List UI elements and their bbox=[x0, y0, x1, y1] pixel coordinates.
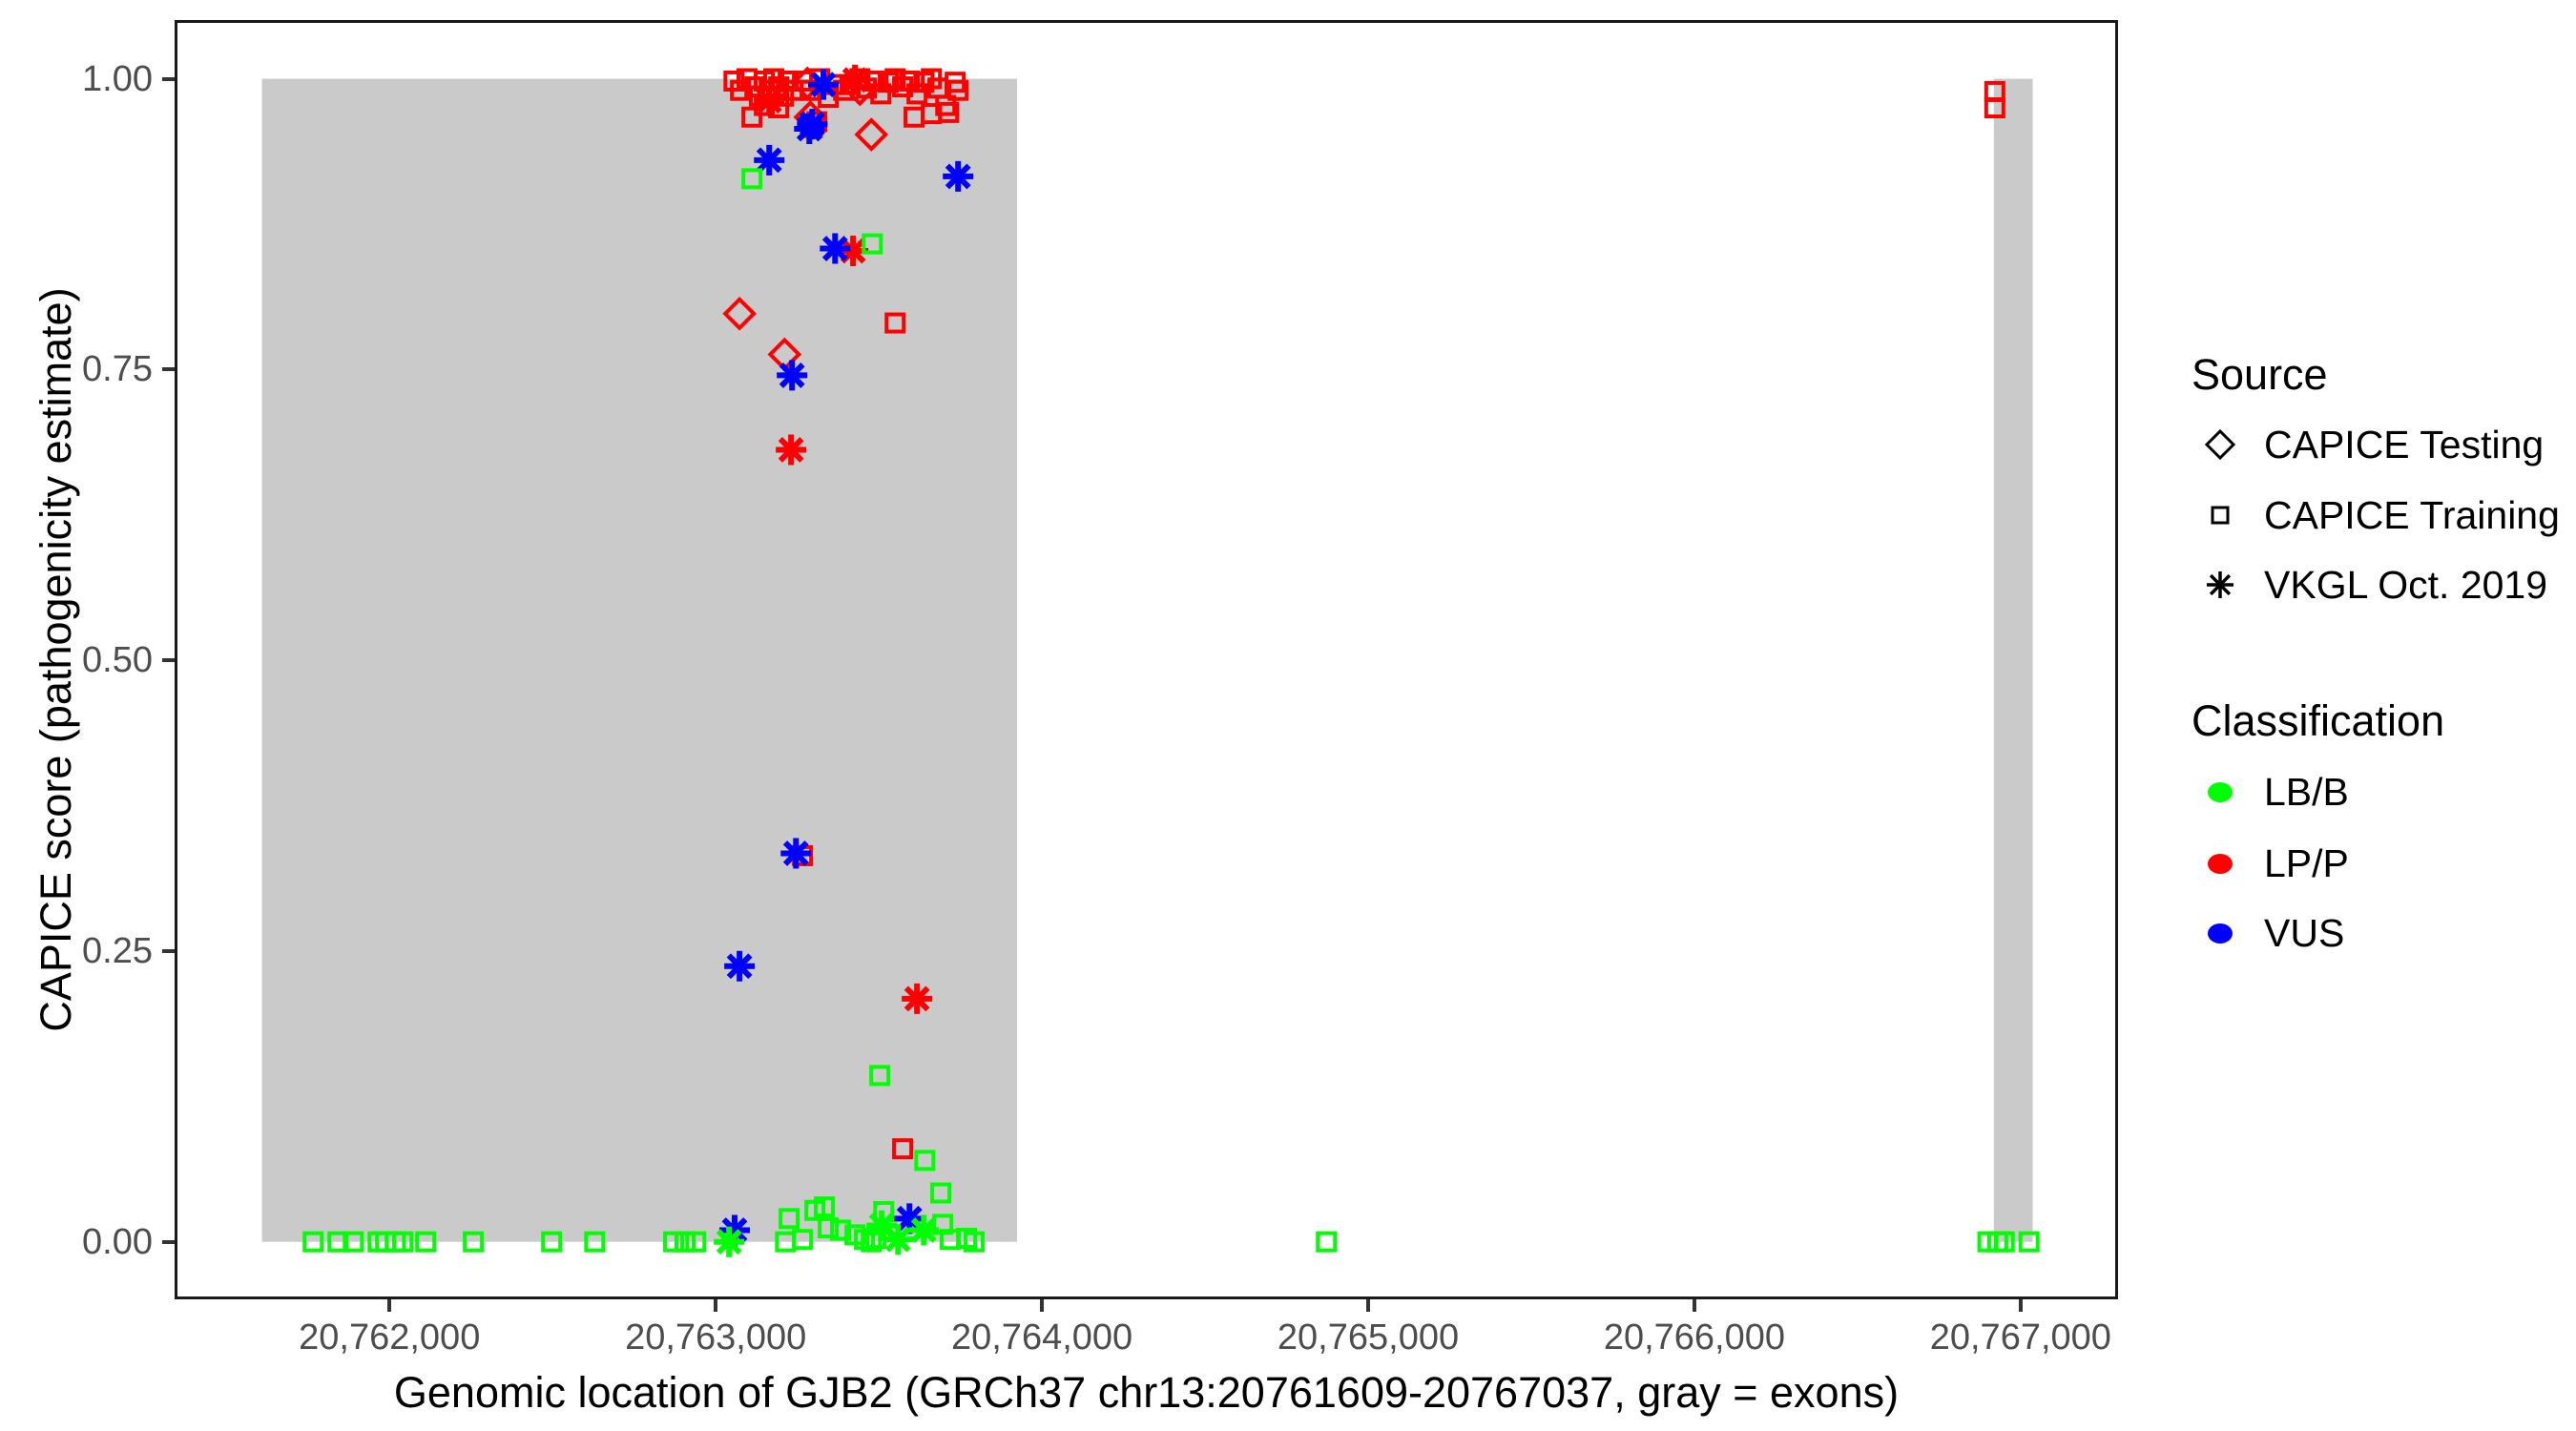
y-tick-label: 0.25 bbox=[82, 930, 153, 971]
square-marker bbox=[884, 312, 906, 334]
legend-classification-title: Classification bbox=[2192, 696, 2445, 745]
legend-item-label: CAPICE Testing bbox=[2264, 422, 2545, 467]
square-marker bbox=[741, 168, 763, 190]
square-marker bbox=[1984, 97, 2005, 118]
square-marker bbox=[2018, 1231, 2040, 1253]
asterisk-marker bbox=[943, 160, 974, 192]
asterisk-marker bbox=[776, 434, 807, 466]
y-tick-label: 0.50 bbox=[82, 640, 153, 681]
square-marker bbox=[804, 1199, 826, 1221]
x-tick-label: 20,763,000 bbox=[625, 1317, 807, 1358]
square-marker bbox=[584, 1231, 606, 1253]
exon-region bbox=[1993, 78, 2033, 1242]
square-marker bbox=[947, 79, 969, 101]
asterisk-marker bbox=[724, 950, 756, 982]
asterisk-marker bbox=[777, 360, 808, 391]
square-marker bbox=[463, 1231, 485, 1253]
legend-item-label: LB/B bbox=[2264, 769, 2349, 814]
square-marker bbox=[663, 1231, 685, 1253]
x-axis-tick bbox=[1692, 1299, 1696, 1312]
asterisk-marker bbox=[754, 144, 785, 176]
legend-item-capice-training: CAPICE Training bbox=[2199, 487, 2560, 544]
square-marker bbox=[862, 233, 883, 255]
square-marker bbox=[830, 1219, 852, 1241]
asterisk-marker bbox=[780, 838, 812, 869]
legend-item-vus: VUS bbox=[2199, 904, 2344, 962]
asterisk-marker bbox=[714, 1226, 745, 1257]
asterisk-marker bbox=[902, 983, 933, 1014]
x-tick-label: 20,767,000 bbox=[1929, 1317, 2111, 1358]
y-tick-label: 0.00 bbox=[82, 1221, 153, 1262]
square-marker bbox=[343, 1231, 364, 1253]
asterisk-marker bbox=[883, 1224, 914, 1255]
x-tick-label: 20,766,000 bbox=[1603, 1317, 1786, 1358]
square-marker bbox=[675, 1231, 696, 1253]
square-marker bbox=[392, 1231, 414, 1253]
legend-source-title: Source bbox=[2192, 350, 2328, 399]
square-marker bbox=[741, 106, 763, 128]
asterisk-marker bbox=[840, 64, 871, 95]
square-marker bbox=[963, 1231, 985, 1253]
x-axis-tick bbox=[1040, 1299, 1045, 1312]
legend-item-capice-testing: CAPICE Testing bbox=[2199, 416, 2544, 473]
y-axis-tick bbox=[162, 658, 175, 663]
legend-item-lbb: LB/B bbox=[2199, 763, 2349, 820]
y-tick-label: 1.00 bbox=[82, 58, 153, 99]
legend-item-label: CAPICE Training bbox=[2264, 492, 2560, 537]
asterisk-marker bbox=[808, 69, 839, 100]
square-marker bbox=[1316, 1231, 1338, 1253]
y-axis-tick bbox=[162, 1239, 175, 1244]
square-icon bbox=[2199, 494, 2241, 536]
diamond-marker bbox=[854, 117, 889, 152]
asterisk-marker bbox=[797, 109, 828, 140]
x-tick-label: 20,764,000 bbox=[950, 1317, 1133, 1358]
square-marker bbox=[940, 1229, 962, 1251]
diamond-icon bbox=[2199, 424, 2241, 466]
square-marker bbox=[892, 1138, 914, 1160]
x-axis-tick bbox=[387, 1299, 392, 1312]
square-marker bbox=[685, 1231, 707, 1253]
asterisk-marker bbox=[820, 233, 851, 264]
legend-item-vkgl: VKGL Oct. 2019 bbox=[2199, 556, 2547, 613]
legend-item-label: VKGL Oct. 2019 bbox=[2264, 562, 2548, 607]
x-axis-title: Genomic location of GJB2 (GRCh37 chr13:2… bbox=[393, 1368, 1900, 1417]
x-axis-tick bbox=[714, 1299, 718, 1312]
square-marker bbox=[914, 1150, 936, 1172]
asterisk-marker bbox=[908, 1214, 940, 1246]
square-marker bbox=[869, 1065, 891, 1087]
square-marker bbox=[541, 1231, 563, 1253]
x-tick-label: 20,765,000 bbox=[1277, 1317, 1460, 1358]
square-marker bbox=[818, 1217, 840, 1239]
legend-item-label: LP/P bbox=[2264, 840, 2349, 885]
y-axis-tick bbox=[162, 948, 175, 953]
y-axis-tick bbox=[162, 367, 175, 372]
square-marker bbox=[779, 1208, 800, 1230]
asterisk-icon bbox=[2199, 564, 2241, 606]
square-marker bbox=[302, 1231, 324, 1253]
square-marker bbox=[415, 1231, 437, 1253]
asterisk-marker bbox=[754, 85, 785, 116]
y-axis-tick bbox=[162, 76, 175, 81]
red-dot-icon bbox=[2208, 853, 2233, 874]
green-dot-icon bbox=[2208, 781, 2233, 802]
plot-canvas bbox=[261, 64, 2040, 1257]
x-tick-label: 20,762,000 bbox=[299, 1317, 481, 1358]
x-axis-tick bbox=[1366, 1299, 1370, 1312]
y-tick-label: 0.75 bbox=[82, 349, 153, 390]
legend-item-lpp: LP/P bbox=[2199, 835, 2349, 892]
exon-region bbox=[261, 78, 1018, 1242]
x-axis-tick bbox=[2018, 1299, 2023, 1312]
square-marker bbox=[921, 103, 943, 125]
diamond-marker bbox=[722, 296, 757, 331]
plot-panel bbox=[175, 20, 2118, 1299]
square-marker bbox=[775, 1231, 797, 1253]
blue-dot-icon bbox=[2208, 923, 2233, 944]
legend-item-label: VUS bbox=[2264, 910, 2345, 955]
square-marker bbox=[930, 1182, 952, 1204]
square-marker bbox=[1993, 1231, 2015, 1253]
